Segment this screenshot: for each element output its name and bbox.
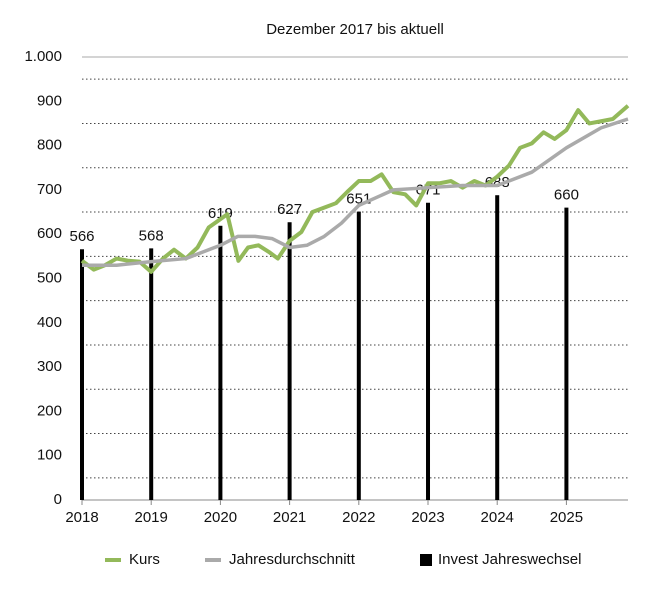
x-tick-label: 2023 <box>411 509 444 526</box>
bar <box>149 248 154 500</box>
y-tick-label: 100 <box>37 447 62 464</box>
bar <box>80 249 84 500</box>
y-tick-label: 1.000 <box>24 48 62 65</box>
y-tick-label: 500 <box>37 269 62 286</box>
bar-label: 568 <box>139 227 164 244</box>
x-tick-label: 2024 <box>481 509 514 526</box>
x-tick-label: 2022 <box>342 509 375 526</box>
y-tick-label: 300 <box>37 358 62 375</box>
bar <box>564 207 569 500</box>
x-tick-label: 2019 <box>135 509 168 526</box>
y-tick-label: 0 <box>54 491 62 508</box>
bar <box>287 222 292 500</box>
x-tick-label: 2021 <box>273 509 306 526</box>
legend-label: Jahresdurchschnitt <box>229 551 356 568</box>
y-tick-label: 200 <box>37 402 62 419</box>
chart-title: Dezember 2017 bis aktuell <box>266 21 444 38</box>
bar-label: 627 <box>277 201 302 218</box>
bar <box>495 195 500 500</box>
line <box>82 117 629 267</box>
bar-label: 566 <box>69 228 94 245</box>
x-tick-label: 2018 <box>65 509 98 526</box>
y-tick-label: 700 <box>37 181 62 198</box>
y-tick-label: 400 <box>37 314 62 331</box>
legend-swatch <box>420 554 432 566</box>
legend-label: Kurs <box>129 551 160 568</box>
bar-label: 660 <box>554 187 579 204</box>
legend-label: Invest Jahreswechsel <box>438 551 581 568</box>
x-tick-label: 2025 <box>550 509 583 526</box>
y-tick-label: 900 <box>37 92 62 109</box>
bar <box>356 211 361 500</box>
y-tick-label: 600 <box>37 225 62 242</box>
bar <box>218 225 223 500</box>
bar <box>426 202 431 500</box>
x-tick-label: 2020 <box>204 509 237 526</box>
line <box>80 104 630 274</box>
y-tick-label: 800 <box>37 137 62 154</box>
